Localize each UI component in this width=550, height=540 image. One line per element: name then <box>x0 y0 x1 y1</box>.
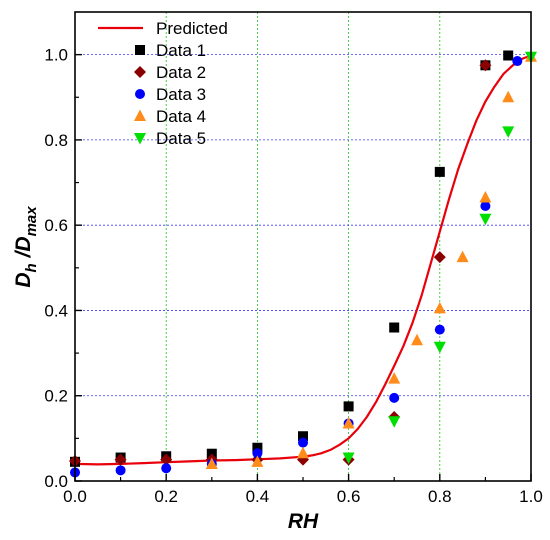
x-tick-label: 0.8 <box>428 487 452 506</box>
svg-text:Dh /Dmax: Dh /Dmax <box>12 206 40 288</box>
data-5-point <box>502 126 515 138</box>
data-4-point <box>388 372 401 384</box>
legend-label: Data 5 <box>156 129 206 148</box>
legend-label: Data 2 <box>156 63 206 82</box>
data-4-point <box>297 446 309 459</box>
y-tick-label: 0.2 <box>44 387 68 406</box>
y-tick-label: 0.8 <box>44 131 68 150</box>
y-tick-label: 1.0 <box>44 46 68 65</box>
data-3-point <box>512 56 523 67</box>
data-2-point <box>479 59 492 72</box>
data-5-point <box>342 452 355 465</box>
legend-label: Predicted <box>156 19 228 38</box>
x-tick-label: 0.2 <box>154 487 178 506</box>
data-4-point <box>411 333 423 346</box>
x-tick-label: 0.6 <box>337 487 361 506</box>
legend-label: Data 4 <box>156 107 206 126</box>
data-4-point <box>456 250 469 263</box>
data-3-point <box>252 448 263 459</box>
data-3-point <box>434 324 445 335</box>
y-axis-title-main: D <box>12 272 35 287</box>
legend-marker <box>134 109 146 121</box>
data-2-point <box>114 453 127 466</box>
x-tick-label: 0.0 <box>63 487 87 506</box>
data-2-point <box>433 251 446 264</box>
data-1-point <box>298 431 308 442</box>
data-5-point <box>433 341 446 354</box>
legend-marker <box>134 66 146 78</box>
data-3-point <box>115 465 126 476</box>
x-tick-label: 1.0 <box>519 487 543 506</box>
data-5-point <box>388 416 401 428</box>
y-tick-label: 0.0 <box>44 472 68 491</box>
x-axis-title: RH <box>288 510 319 533</box>
data-5-point <box>479 213 492 226</box>
axis-ticks: 0.0 0.2 0.4 0.6 0.8 1.0 0.0 0.2 0.4 0.6 0.8 1.0 <box>44 46 542 506</box>
data-3-point <box>389 392 400 403</box>
x-tick-label: 0.4 <box>246 487 270 506</box>
data-4-point <box>502 90 515 103</box>
legend-label: Data 1 <box>156 41 206 60</box>
data-3-point <box>161 463 172 474</box>
data-1-point <box>389 322 400 333</box>
legend-marker <box>134 133 146 145</box>
legend: Predicted Data 1 Data 2 Data 3 Data 4 Data 5 <box>98 19 228 148</box>
data-1-point <box>252 442 263 453</box>
legend-marker <box>135 45 145 55</box>
plot-frame <box>74 11 532 482</box>
data-1-point <box>343 401 354 412</box>
data-4-point <box>205 457 218 469</box>
y-axis-title: Dh /Dmax <box>12 206 40 288</box>
y-axis-title-sep: / <box>12 249 35 263</box>
y-axis-title-main2: D <box>12 236 35 251</box>
y-tick-label: 0.6 <box>44 216 68 235</box>
data-1-point <box>434 166 445 177</box>
data-4-point <box>342 416 355 429</box>
y-tick-label: 0.4 <box>44 301 68 320</box>
data-1-point <box>503 50 514 61</box>
legend-label: Data 3 <box>156 85 206 104</box>
data-4-point <box>251 455 264 467</box>
data-3-point <box>298 437 308 448</box>
y-axis-title-sub1: h <box>23 263 40 272</box>
grid <box>75 12 531 481</box>
data-3-point <box>480 200 491 211</box>
data-4-point <box>433 301 446 314</box>
data-points <box>69 50 537 478</box>
y-axis-title-sub2: max <box>23 206 40 237</box>
data-4-point <box>479 190 492 203</box>
data-2-point <box>160 453 173 466</box>
legend-marker <box>135 89 145 99</box>
